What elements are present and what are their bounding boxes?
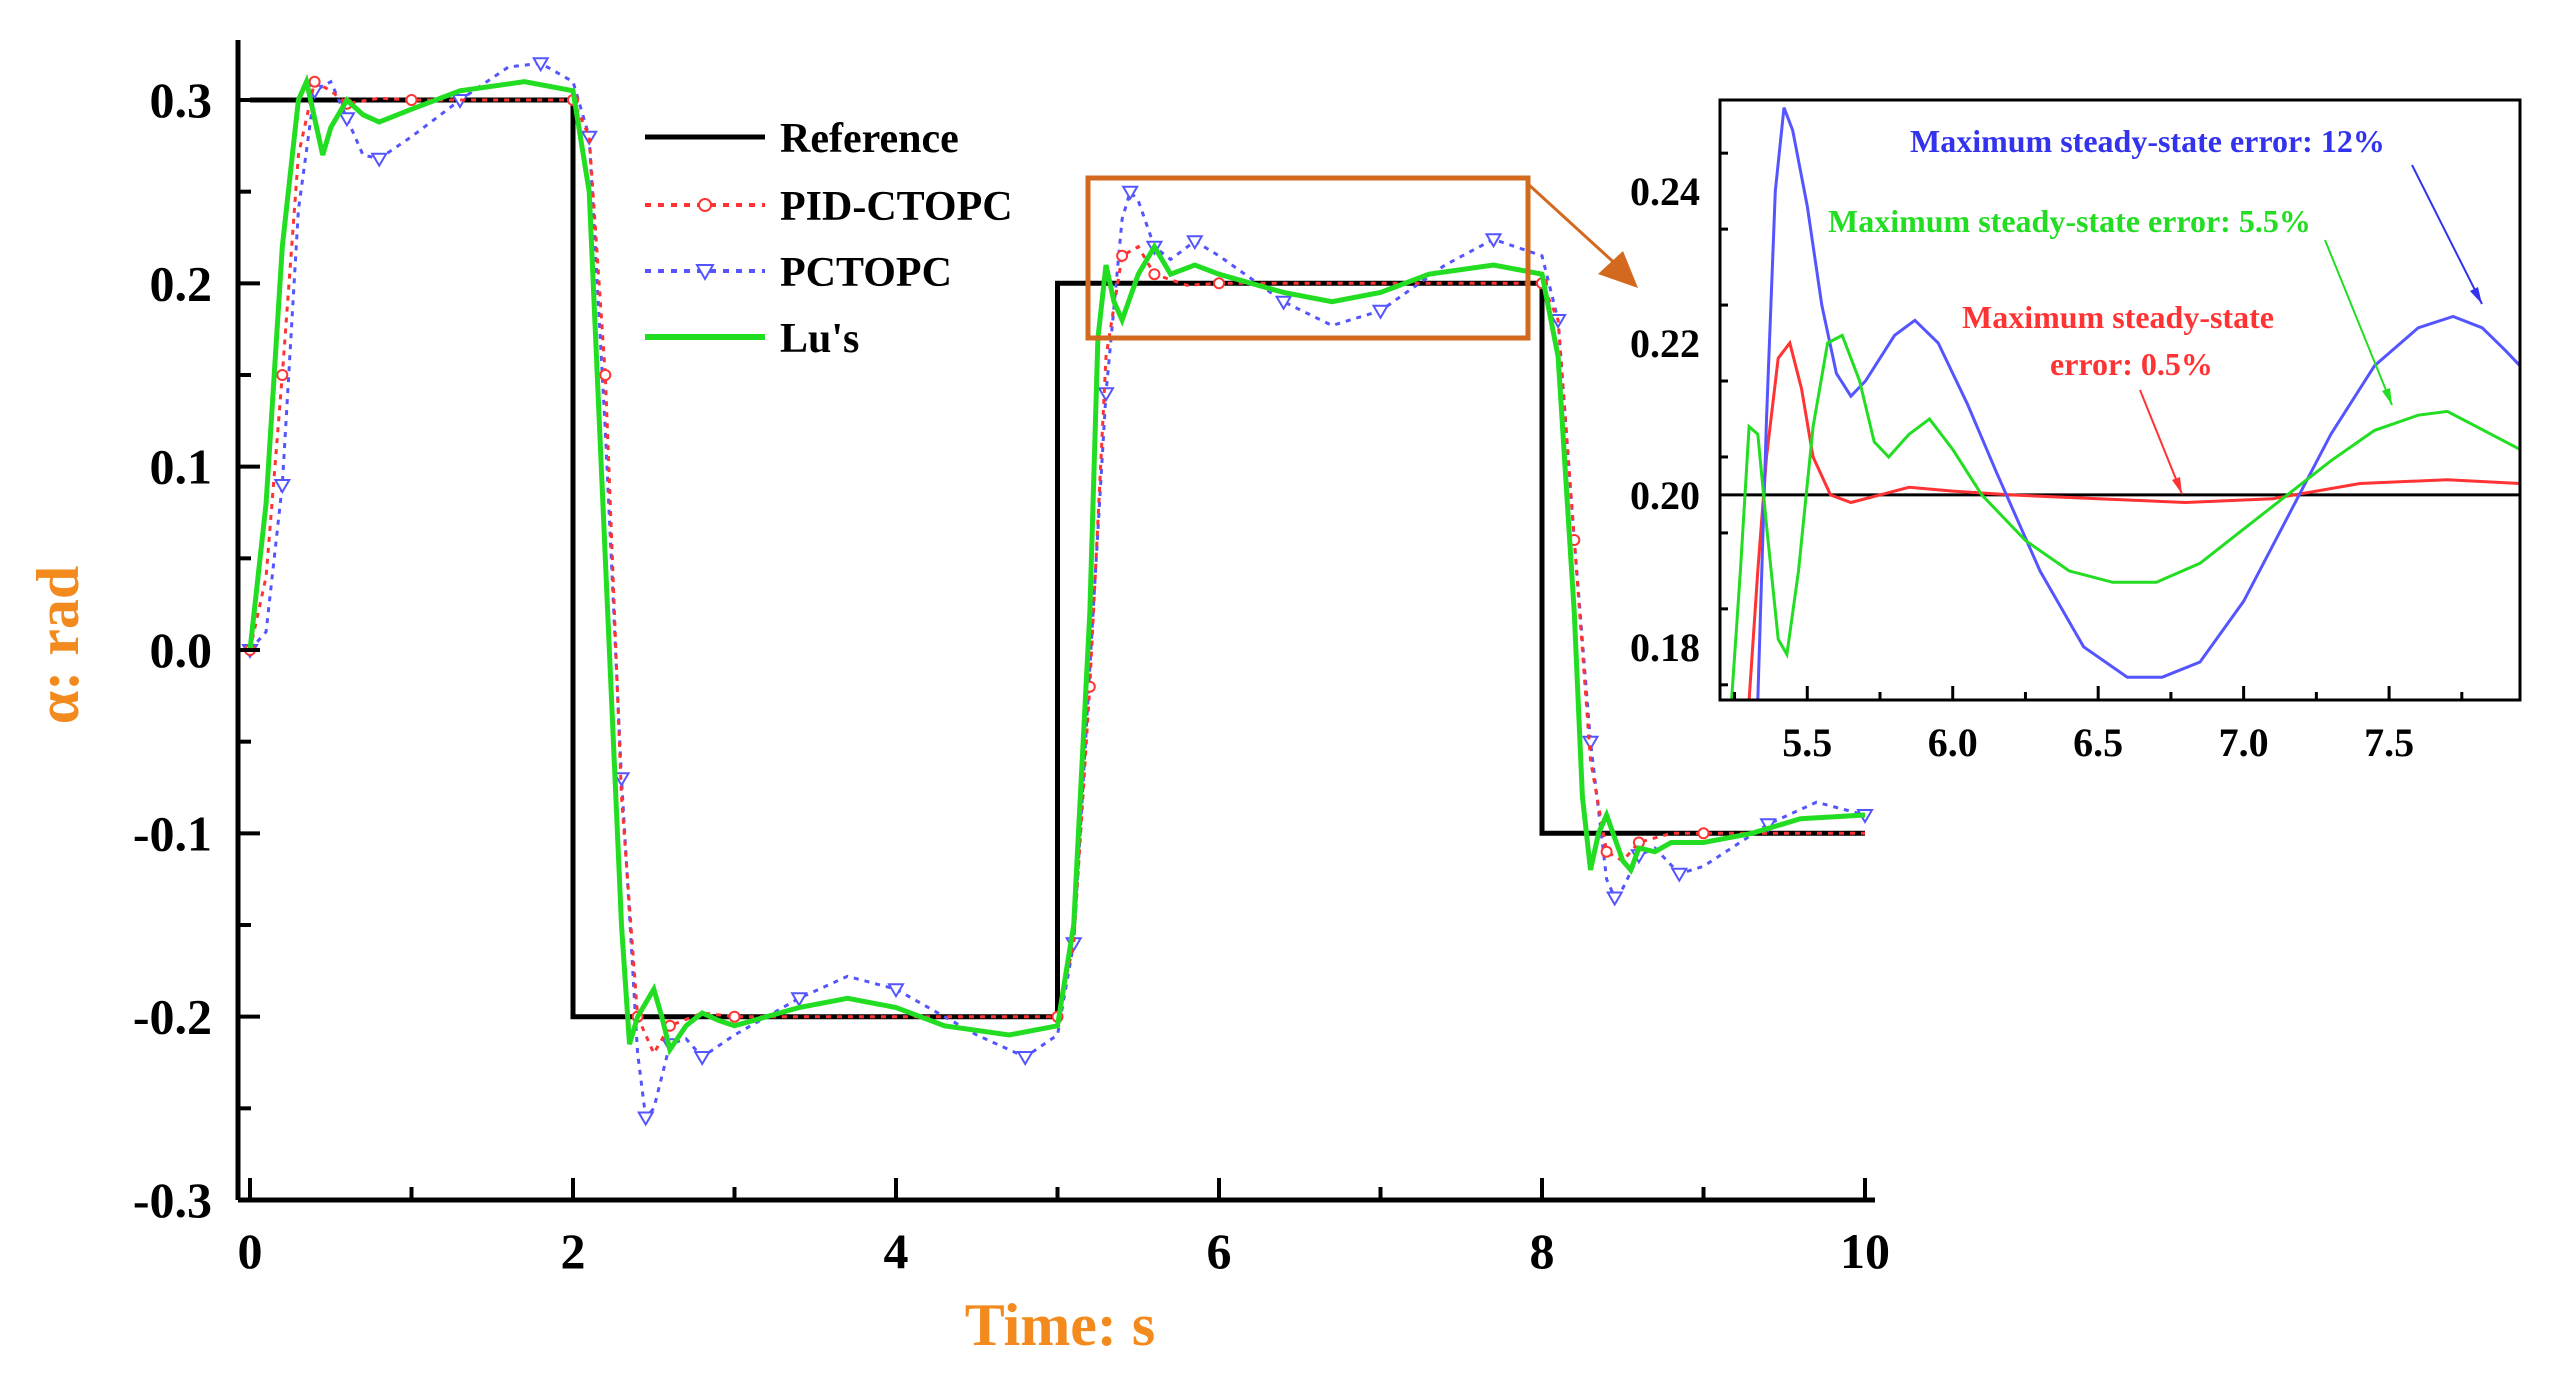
series-line-reference	[250, 97, 1865, 1020]
series-line-lu-s	[247, 73, 1866, 1056]
inset-x-tick-label: 6.5	[2073, 720, 2123, 765]
series-point-pid-ctopc	[405, 94, 418, 106]
inset-tick-labels: 5.5 6.0 6.5 7.0 7.5 0.18 0.20 0.22 0.24	[1630, 169, 2414, 765]
inset-series-line-lu-s	[1730, 333, 2520, 700]
x-tick-label: 0	[238, 1223, 263, 1279]
series-point-pid-ctopc	[1116, 249, 1129, 262]
series-point-pctopc	[1274, 295, 1293, 311]
annotation-pctopc-error: Maximum steady-state error: 12%	[1910, 123, 2385, 159]
inset-series-group	[1720, 107, 2520, 700]
x-tick-label: 4	[884, 1223, 909, 1279]
annotation-pid-pointer	[2139, 389, 2183, 495]
series-point-pctopc	[370, 152, 388, 168]
legend-label-pctopc: PCTOPC	[780, 250, 952, 296]
annotation-pid-error-line2: error: 0.5%	[2050, 346, 2213, 382]
inset-x-tick-label: 7.5	[2364, 720, 2414, 765]
series-point-pctopc	[693, 1051, 711, 1066]
y-tick-label: 0.1	[150, 439, 213, 495]
legend-label-pid-ctopc: PID-CTOPC	[780, 184, 1013, 230]
inset-x-tick-label: 6.0	[1928, 720, 1978, 765]
series-point-pctopc	[531, 57, 550, 73]
series-point-pctopc	[1581, 735, 1600, 751]
y-tick-label: 0.3	[150, 72, 213, 128]
inset-series-line-pctopc	[1756, 107, 2520, 700]
inset-chart: 5.5 6.0 6.5 7.0 7.5 0.18 0.20 0.22 0.24 Maximum …	[1630, 98, 2522, 765]
main-tick-labels: 0 2 4 6 8 10 -0.3 -0.2 -0.1 0.0 0.1 0.2 0.3	[133, 72, 1890, 1279]
inset-y-tick-label: 0.22	[1630, 321, 1700, 366]
main-axes	[235, 40, 1875, 1203]
series-line-pid-ctopc	[248, 79, 1865, 1057]
inset-x-tick-label: 5.5	[1782, 720, 1832, 765]
annotation-pctopc-pointer	[2411, 164, 2483, 305]
legend-marker-pctopc	[695, 264, 715, 282]
legend-label-reference: Reference	[780, 116, 959, 162]
series-point-pctopc	[1670, 867, 1689, 883]
inset-background	[1720, 100, 2520, 700]
series-point-pctopc	[636, 1111, 655, 1127]
y-tick-label: -0.1	[133, 805, 212, 861]
series-point-pid-ctopc	[1600, 845, 1613, 858]
inset-series-line-pid-ctopc	[1747, 339, 2520, 700]
annotation-lus-pointer	[2324, 239, 2393, 406]
y-tick-label: -0.2	[133, 989, 212, 1045]
series-point-pid-ctopc	[276, 369, 289, 381]
annotation-pctopc-arrowhead	[2470, 287, 2482, 304]
main-plot-lines	[241, 57, 1874, 1127]
legend: Reference PID-CTOPC PCTOPC Lu's	[645, 116, 1013, 362]
series-point-pctopc	[1484, 233, 1503, 249]
inset-y-tick-label: 0.20	[1630, 473, 1700, 518]
x-tick-label: 8	[1530, 1223, 1555, 1279]
series-line-pctopc	[248, 61, 1866, 1121]
y-tick-label: 0.0	[150, 622, 213, 678]
main-chart: 0 2 4 6 8 10-0.3-0.2-0.10.00.10.20.3 Time: s …	[25, 40, 1890, 1358]
y-tick-label: 0.2	[150, 255, 213, 311]
annotation-lus-error: Maximum steady-state error: 5.5%	[1828, 203, 2311, 239]
series-point-pid-ctopc	[1697, 827, 1710, 840]
x-tick-label: 10	[1840, 1223, 1890, 1279]
series-point-pctopc	[887, 983, 905, 999]
series-point-pctopc	[338, 112, 356, 128]
series-point-pctopc	[1605, 891, 1624, 907]
inset-frame	[1718, 98, 2522, 702]
annotation-lus-arrowhead	[2382, 388, 2392, 405]
series-point-pctopc	[1016, 1051, 1034, 1066]
series-point-pctopc	[273, 479, 292, 494]
series-point-pid-ctopc	[1148, 268, 1161, 281]
series-point-pid-ctopc	[728, 1010, 741, 1023]
y-tick-label: -0.3	[133, 1172, 212, 1228]
series-point-pid-ctopc	[1213, 277, 1225, 290]
inset-plot-lines	[1720, 100, 2520, 700]
inset-y-tick-label: 0.24	[1630, 169, 1700, 214]
y-axis-title: α: rad	[25, 566, 91, 724]
series-point-pctopc	[790, 992, 808, 1008]
zoom-region-box	[1085, 175, 1531, 341]
zoom-arrow-head	[1598, 251, 1638, 288]
legend-label-lus: Lu's	[780, 316, 859, 362]
series-point-pid-ctopc	[599, 369, 612, 381]
zoom-connector-line	[1526, 182, 1622, 270]
series-point-pctopc	[1371, 304, 1390, 320]
inset-axes	[1718, 98, 2522, 702]
inset-y-tick-label: 0.18	[1630, 625, 1700, 670]
series-point-pctopc	[1097, 387, 1115, 403]
annotation-pid-error-line1: Maximum steady-state	[1962, 299, 2274, 335]
inset-x-tick-label: 7.0	[2219, 720, 2269, 765]
annotation-pid-arrowhead	[2172, 477, 2182, 494]
x-tick-label: 6	[1207, 1223, 1232, 1279]
x-axis-title: Time: s	[965, 1292, 1156, 1358]
x-tick-label: 2	[561, 1223, 586, 1279]
series-point-pctopc	[580, 130, 598, 146]
series-point-pid-ctopc	[308, 75, 321, 88]
series-point-pctopc	[1186, 235, 1204, 251]
series-point-pctopc	[1121, 185, 1139, 201]
legend-marker-pid-ctopc	[698, 198, 712, 212]
